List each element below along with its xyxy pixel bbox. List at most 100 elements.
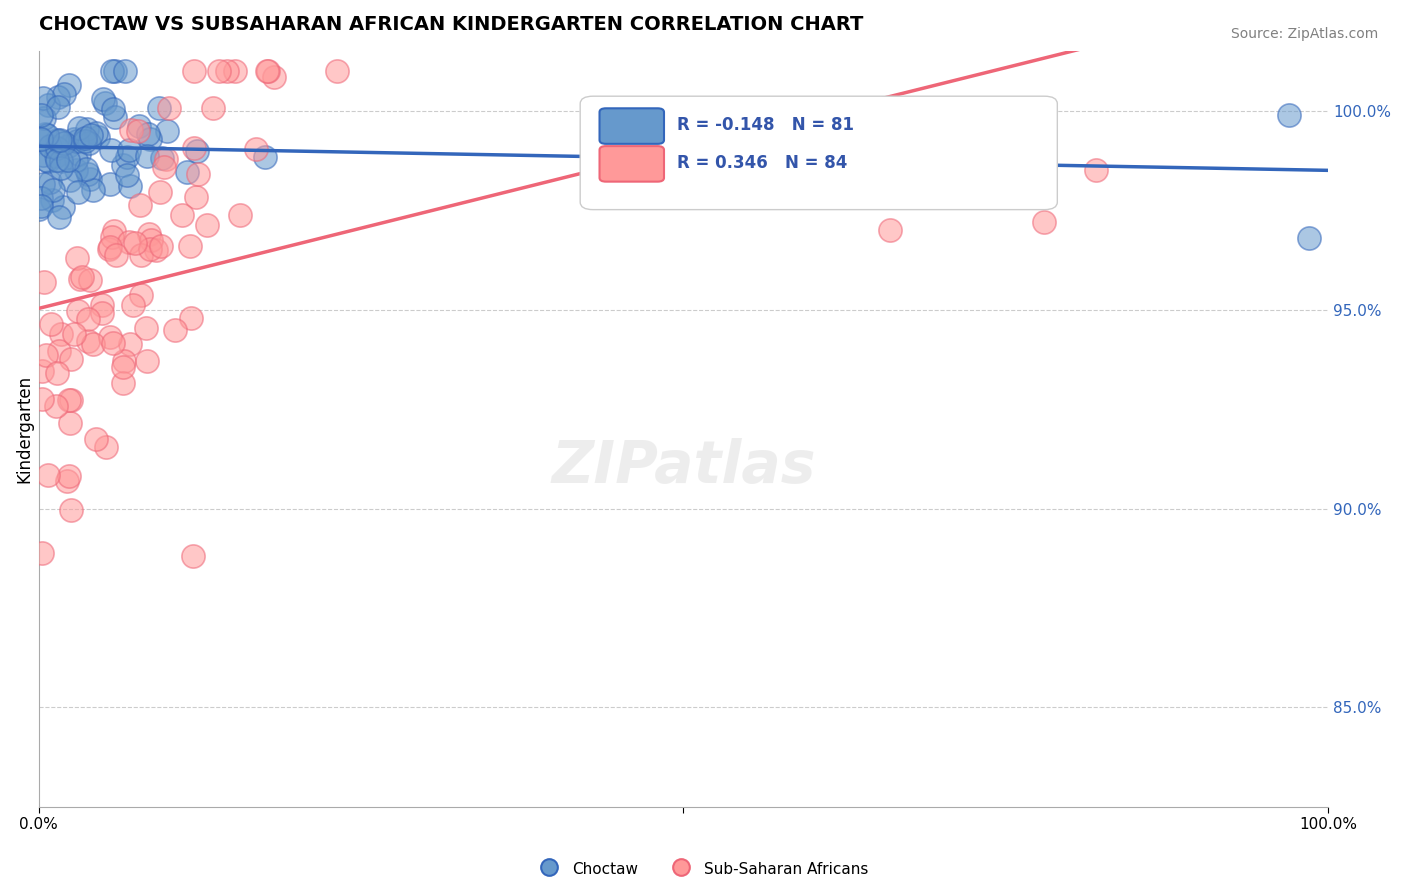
Point [28,202,51,217]
Point [128,124,150,138]
Point [70,270,93,285]
Point [120,122,142,136]
Point [39,139,62,153]
Point [34,127,56,141]
Point [254,149,277,163]
Point [138,242,160,256]
Point [46,100,69,114]
Point [186,190,208,204]
Point [111,376,134,390]
Point [41,193,63,207]
Point [224,63,246,78]
Point [32,112,55,126]
Point [111,158,134,172]
Point [45,366,67,380]
Point [67,304,90,318]
Point [97,242,120,256]
Point [217,63,239,78]
Point [112,354,135,368]
Point [186,145,208,159]
Point [63,132,86,146]
Text: Source: ZipAtlas.com: Source: ZipAtlas.com [1230,27,1378,41]
Point [49,326,72,341]
Point [59,503,82,517]
Point [135,321,157,335]
Point [98,178,121,192]
Point [100,143,122,157]
Point [79,273,101,287]
Point [148,101,170,115]
Point [79,136,101,150]
Point [228,208,250,222]
Point [31,364,53,378]
Point [76,334,98,349]
Point [103,223,125,237]
Point [37,467,59,482]
Point [86,126,108,140]
Point [48,134,70,148]
Point [104,247,127,261]
Point [73,131,96,145]
FancyBboxPatch shape [599,108,664,144]
Legend: Choctaw, Sub-Saharan Africans: Choctaw, Sub-Saharan Africans [531,854,875,884]
Point [138,132,160,146]
Point [1085,163,1108,178]
Point [31,392,53,406]
FancyBboxPatch shape [581,96,1057,210]
Point [65,153,87,167]
Point [49,133,72,147]
Point [96,440,118,454]
Point [48,343,70,358]
Point [155,152,177,166]
Point [75,162,97,177]
Point [69,121,91,136]
Point [79,171,101,186]
Point [28,132,51,146]
Point [172,208,194,222]
Point [77,167,100,181]
Point [56,138,79,153]
Point [131,288,153,302]
Point [84,433,107,447]
Point [45,149,67,163]
Point [35,153,58,167]
Point [59,352,82,367]
Point [156,124,179,138]
Point [326,63,349,78]
Point [180,310,202,325]
Point [31,91,53,105]
Point [124,235,146,250]
Point [30,191,52,205]
Point [98,329,121,343]
Point [46,153,69,167]
Point [31,546,53,560]
Point [104,63,127,78]
Text: R = -0.148   N = 81: R = -0.148 N = 81 [676,116,853,134]
Point [98,240,121,254]
Point [153,160,176,174]
Point [202,101,225,115]
Point [91,92,114,106]
Point [245,142,267,156]
Point [114,63,136,78]
Point [138,227,160,241]
Point [115,150,138,164]
Point [129,198,152,212]
Point [82,183,104,197]
Point [128,120,150,134]
Point [879,223,901,237]
Point [91,306,114,320]
Point [45,141,67,155]
Point [65,162,87,177]
Point [59,173,82,187]
Point [37,98,59,112]
Point [48,90,70,104]
Point [53,136,76,150]
Point [42,184,65,198]
Point [66,185,89,199]
Point [58,468,80,483]
Point [101,102,124,116]
Point [30,199,52,213]
Point [118,178,141,193]
Point [51,161,73,175]
